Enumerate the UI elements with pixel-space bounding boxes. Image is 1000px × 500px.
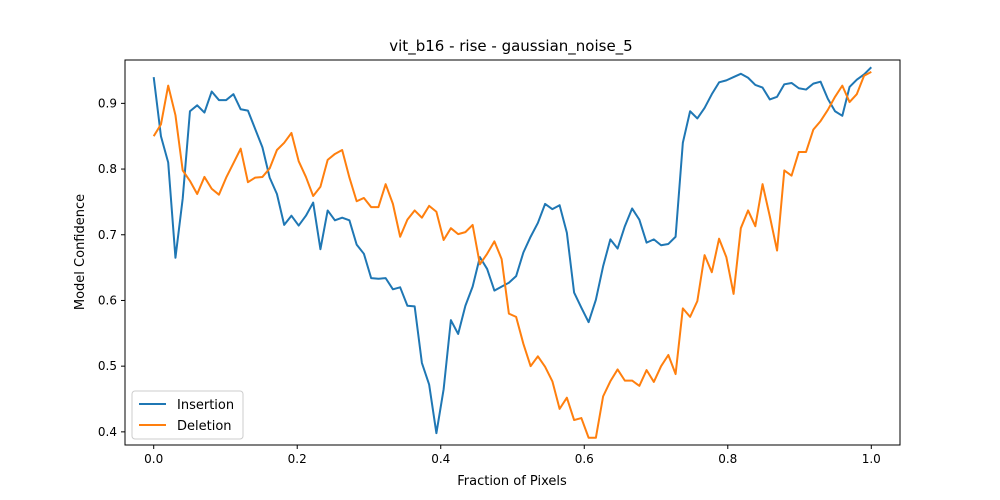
x-tick-label: 0.2 [288, 452, 307, 466]
y-tick-label: 0.8 [98, 162, 117, 176]
y-tick-label: 0.7 [98, 228, 117, 242]
series-line-deletion [152, 70, 872, 439]
y-axis-ticks: 0.4 0.5 0.6 0.7 0.8 0.9 [98, 96, 125, 439]
series-line-insertion [152, 66, 873, 435]
legend-label-insertion: Insertion [177, 398, 234, 413]
y-tick-label: 0.9 [98, 96, 117, 110]
series-layer [152, 66, 873, 439]
legend: Insertion Deletion [131, 390, 244, 440]
chart-title: vit_b16 - rise - gaussian_noise_5 [389, 37, 632, 56]
x-tick-label: 0.6 [575, 452, 594, 466]
x-axis-label: Fraction of Pixels [457, 474, 567, 489]
x-tick-label: 0.0 [144, 452, 163, 466]
plot-area-frame [124, 59, 901, 446]
x-tick-label: 0.4 [431, 452, 450, 466]
y-tick-label: 0.6 [98, 293, 117, 307]
x-axis-ticks: 0.0 0.2 0.4 0.6 0.8 1.0 [144, 445, 881, 466]
y-axis-label: Model Confidence [73, 194, 88, 310]
x-tick-label: 0.8 [718, 452, 737, 466]
x-tick-label: 1.0 [862, 452, 881, 466]
legend-label-deletion: Deletion [177, 419, 232, 434]
y-tick-label: 0.4 [98, 425, 117, 439]
y-tick-label: 0.5 [98, 359, 117, 373]
